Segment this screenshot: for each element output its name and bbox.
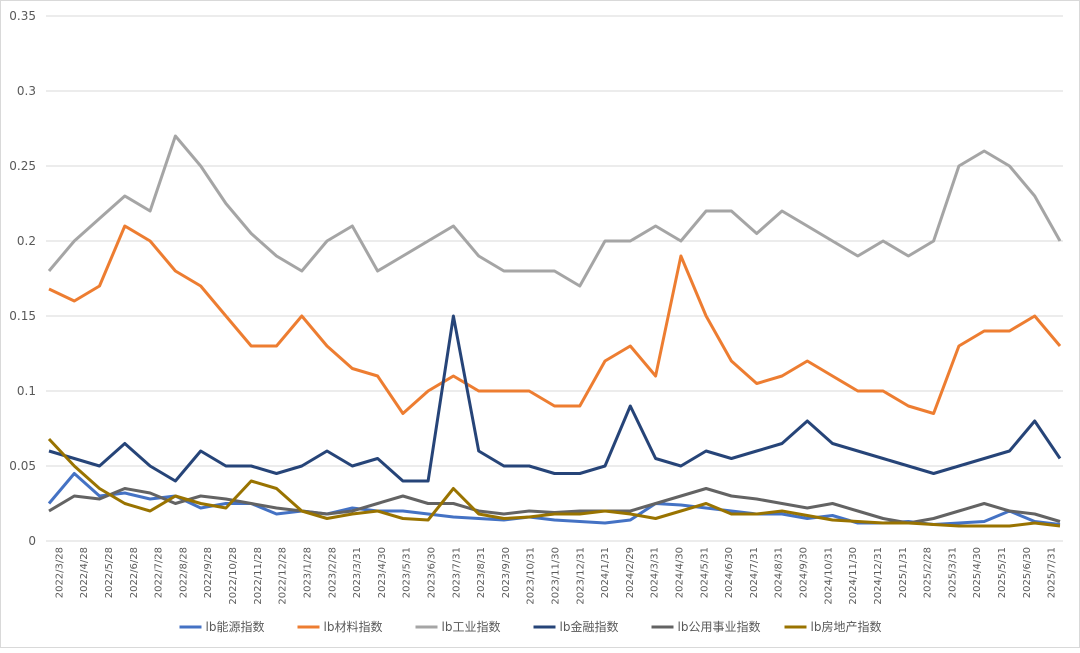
legend-label: lb材料指数 — [324, 619, 383, 634]
x-tick-label: 2022/12/28 — [278, 547, 289, 605]
x-tick-label: 2022/8/28 — [178, 547, 189, 598]
legend-item: lb金融指数 — [533, 619, 619, 634]
legend-label: lb工业指数 — [442, 619, 501, 634]
y-tick-label: 0 — [28, 534, 36, 548]
series-line-3 — [47, 134, 1062, 288]
legend-label: lb公用事业指数 — [678, 619, 761, 634]
gridlines — [46, 15, 1063, 542]
x-tick-label: 2022/3/28 — [54, 547, 65, 598]
series-line-5 — [48, 487, 1061, 525]
x-tick-label: 2024/6/30 — [724, 547, 735, 598]
y-axis-ticks: 0 0.05 0.1 0.15 0.2 0.25 0.3 0.35 — [9, 9, 36, 548]
legend: lb能源指数 lb材料指数 lb工业指数 lb金融指数 lb公用事业指数 lb房地产指数 — [179, 619, 882, 634]
x-tick-label: 2023/5/31 — [402, 547, 413, 598]
x-tick-label: 2024/7/31 — [749, 547, 760, 598]
x-tick-label: 2025/1/31 — [898, 547, 909, 598]
x-tick-label: 2023/1/28 — [302, 547, 313, 598]
x-tick-label: 2024/2/29 — [625, 547, 636, 598]
legend-label: lb能源指数 — [206, 619, 265, 634]
series-line-1 — [47, 472, 1061, 526]
x-tick-label: 2023/10/31 — [526, 547, 537, 605]
x-tick-label: 2022/6/28 — [129, 547, 140, 598]
legend-item: lb材料指数 — [297, 619, 383, 634]
x-tick-label: 2024/11/30 — [848, 547, 859, 605]
x-tick-label: 2023/3/31 — [352, 547, 363, 598]
x-tick-label: 2024/5/31 — [699, 547, 710, 598]
x-tick-label: 2023/7/31 — [451, 547, 462, 598]
x-tick-label: 2023/11/30 — [551, 547, 562, 605]
series-line-4 — [48, 314, 1062, 483]
x-tick-label: 2022/10/28 — [228, 547, 239, 605]
y-tick-label: 0.15 — [9, 309, 36, 323]
x-tick-label: 2024/9/30 — [799, 547, 810, 598]
x-tick-label: 2022/9/28 — [203, 547, 214, 598]
x-tick-label: 2022/5/28 — [104, 547, 115, 598]
legend-item: lb工业指数 — [415, 619, 501, 634]
legend-item: lb能源指数 — [179, 619, 265, 634]
x-tick-label: 2025/2/28 — [923, 547, 934, 598]
y-tick-label: 0.35 — [9, 9, 36, 23]
x-tick-label: 2024/10/31 — [823, 547, 834, 605]
x-tick-label: 2023/6/30 — [426, 547, 437, 598]
legend-item: lb房地产指数 — [784, 619, 882, 634]
x-tick-label: 2024/12/31 — [873, 547, 884, 605]
y-tick-label: 0.05 — [9, 459, 36, 473]
x-tick-label: 2022/11/28 — [253, 547, 264, 605]
y-tick-label: 0.25 — [9, 159, 36, 173]
series-lines — [47, 134, 1062, 528]
x-tick-label: 2025/3/31 — [947, 547, 958, 598]
x-tick-label: 2022/7/28 — [154, 547, 165, 598]
y-tick-label: 0.3 — [17, 84, 36, 98]
x-tick-label: 2024/8/31 — [774, 547, 785, 598]
x-tick-label: 2024/3/31 — [650, 547, 661, 598]
x-tick-label: 2024/4/30 — [675, 547, 686, 598]
x-tick-label: 2023/12/31 — [575, 547, 586, 605]
x-tick-label: 2023/9/30 — [501, 547, 512, 598]
y-tick-label: 0.1 — [17, 384, 36, 398]
x-tick-label: 2023/4/30 — [377, 547, 388, 598]
x-tick-label: 2025/6/30 — [1022, 547, 1033, 598]
y-tick-label: 0.2 — [17, 234, 36, 248]
x-tick-label: 2022/4/28 — [79, 547, 90, 598]
legend-label: lb房地产指数 — [811, 619, 882, 634]
legend-item: lb公用事业指数 — [651, 619, 761, 634]
x-tick-label: 2025/7/31 — [1047, 547, 1058, 598]
x-tick-label: 2023/8/31 — [476, 547, 487, 598]
legend-label: lb金融指数 — [560, 619, 619, 634]
series-line-2 — [48, 224, 1062, 415]
x-tick-label: 2025/5/31 — [997, 547, 1008, 598]
x-tick-label: 2023/2/28 — [327, 547, 338, 598]
series-line-6 — [47, 437, 1061, 528]
x-tick-label: 2024/1/31 — [600, 547, 611, 598]
x-tick-label: 2025/4/30 — [972, 547, 983, 598]
x-axis-ticks: 2022/3/28 2022/4/28 2022/5/28 2022/6/28 2022… — [54, 547, 1057, 605]
